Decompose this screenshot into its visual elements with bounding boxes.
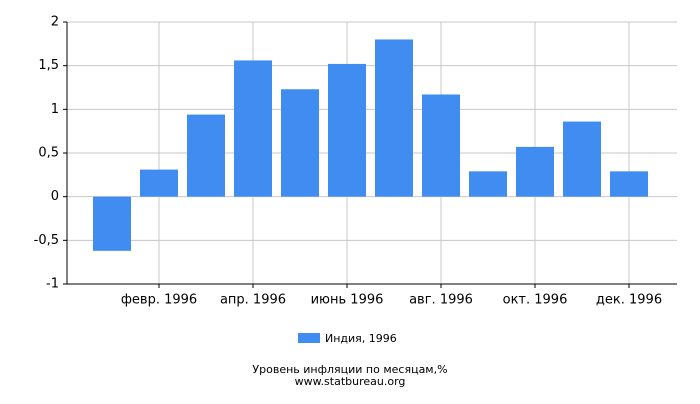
x-tick-label: окт. 1996 <box>503 293 568 308</box>
legend-swatch <box>298 333 320 343</box>
y-tick-label: 0 <box>51 189 59 204</box>
bar <box>234 60 272 197</box>
legend-label: Индия, 1996 <box>325 332 397 345</box>
y-tick-label: 1 <box>51 102 59 117</box>
bar <box>469 171 507 197</box>
x-tick-label: апр. 1996 <box>220 293 286 308</box>
x-tick-label: дек. 1996 <box>596 293 662 308</box>
chart-subtitle: www.statbureau.org <box>295 375 406 388</box>
y-tick-label: -1 <box>46 277 59 292</box>
y-tick-label: 0,5 <box>38 146 59 161</box>
bar <box>375 39 413 197</box>
bar <box>328 63 366 197</box>
chart-title: Уровень инфляции по месяцам,% <box>252 363 447 376</box>
y-tick-label: 1,5 <box>38 58 59 73</box>
bar <box>187 114 225 197</box>
y-tick-label: 2 <box>51 15 59 30</box>
bar <box>140 169 178 197</box>
x-tick-label: авг. 1996 <box>409 293 473 308</box>
bar <box>281 89 319 197</box>
y-tick-label: -0,5 <box>34 233 59 248</box>
x-tick-label: июнь 1996 <box>311 293 384 308</box>
x-tick-label: февр. 1996 <box>121 293 197 308</box>
bar <box>422 94 460 197</box>
bar <box>563 121 601 197</box>
bar <box>610 171 648 197</box>
bar <box>516 146 554 197</box>
bar <box>93 196 131 251</box>
